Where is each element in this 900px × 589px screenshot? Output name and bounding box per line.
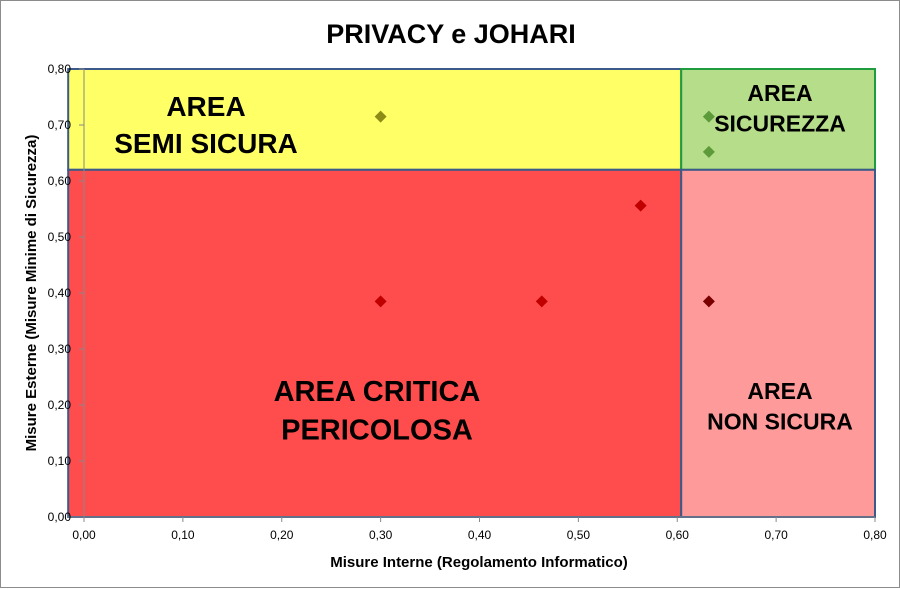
- x-tick-label: 0,20: [270, 528, 294, 542]
- zone-label-1-line-1: SICUREZZA: [714, 110, 846, 136]
- zone-label-2-line-1: PERICOLOSA: [281, 414, 473, 446]
- x-tick-label: 0,40: [468, 528, 492, 542]
- x-tick-label: 0,00: [72, 528, 96, 542]
- y-tick-label: 0,60: [48, 174, 72, 188]
- zone-label-3-line-1: NON SICURA: [707, 408, 853, 434]
- x-tick-label: 0,30: [369, 528, 393, 542]
- chart-title: PRIVACY e JOHARI: [326, 19, 576, 49]
- zone-3: [680, 168, 877, 519]
- y-tick-label: 0,80: [48, 62, 72, 76]
- y-tick-label: 0,40: [48, 286, 72, 300]
- data-point: [702, 295, 715, 308]
- x-tick-label: 0,70: [764, 528, 788, 542]
- zone-0: [67, 68, 683, 171]
- zone-label-1-line-0: AREA: [747, 80, 812, 106]
- zone-label-0-line-1: SEMI SICURA: [114, 128, 298, 159]
- data-point: [374, 110, 387, 123]
- data-point: [702, 145, 715, 158]
- y-tick-label: 0,10: [48, 454, 72, 468]
- y-tick-label: 0,00: [48, 510, 72, 524]
- x-tick-label: 0,50: [567, 528, 591, 542]
- y-tick-label: 0,50: [48, 230, 72, 244]
- data-point: [634, 199, 647, 212]
- zone-label-0-line-0: AREA: [166, 91, 245, 122]
- x-tick-label: 0,60: [666, 528, 690, 542]
- data-point: [374, 295, 387, 308]
- x-tick-label: 0,80: [863, 528, 887, 542]
- y-tick-label: 0,70: [48, 118, 72, 132]
- y-axis-label: Misure Esterne (Misure Minime di Sicurez…: [23, 135, 40, 452]
- axes-layer: 0,00 0,10 0,20 0,30 0,40 0,50 0,60 0,70 0,80 0,00…: [48, 62, 887, 542]
- y-tick-label: 0,30: [48, 342, 72, 356]
- x-axis-label: Misure Interne (Regolamento Informatico): [330, 554, 628, 571]
- zone-2: [67, 168, 683, 519]
- x-tick-label: 0,10: [171, 528, 195, 542]
- zone-layer: AREA SEMI SICURA AREA SICUREZZA AREA CRITICA…: [67, 68, 877, 519]
- data-point: [535, 295, 548, 308]
- points-layer: [374, 110, 715, 308]
- y-tick-label: 0,20: [48, 398, 72, 412]
- zone-label-3-line-0: AREA: [747, 378, 812, 404]
- data-point: [702, 110, 715, 123]
- zone-label-2-line-0: AREA CRITICA: [274, 376, 481, 408]
